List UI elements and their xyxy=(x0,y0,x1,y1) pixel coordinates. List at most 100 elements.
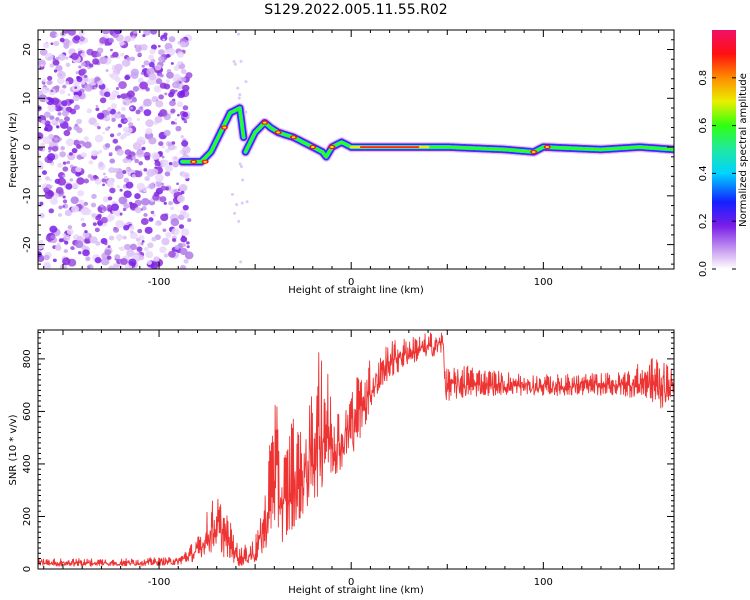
noise-blob xyxy=(181,117,185,121)
noise-blob xyxy=(155,99,159,102)
noise-blob xyxy=(154,223,158,226)
noise-blob xyxy=(114,63,123,72)
noise-blob xyxy=(41,170,48,175)
x-tick-label: -100 xyxy=(148,577,171,588)
noise-blob xyxy=(140,71,144,75)
noise-blob xyxy=(141,146,146,151)
noise-blob xyxy=(56,125,60,129)
noise-blob xyxy=(45,99,49,103)
noise-blob xyxy=(62,161,67,165)
noise-blob xyxy=(128,122,134,127)
noise-blob xyxy=(135,44,140,49)
noise-blob xyxy=(94,76,101,82)
noise-blob xyxy=(57,70,66,79)
noise-blob xyxy=(161,159,169,166)
noise-blob xyxy=(244,80,248,84)
colorbar-ticks: 0.0 0.2 0.4 0.6 0.8 xyxy=(698,70,736,277)
noise-blob xyxy=(159,246,167,253)
y-tick-label: 0 xyxy=(22,144,33,150)
noise-blob xyxy=(165,165,173,173)
noise-blob xyxy=(180,190,185,195)
noise-blob xyxy=(99,37,107,44)
noise-blob xyxy=(94,227,100,233)
noise-blob xyxy=(64,209,72,217)
noise-blob xyxy=(86,108,93,114)
noise-blob xyxy=(55,33,59,37)
noise-blob xyxy=(132,85,140,92)
noise-blob xyxy=(165,53,171,58)
noise-blob xyxy=(75,166,82,173)
noise-blob xyxy=(181,140,189,147)
noise-blob xyxy=(75,71,79,75)
noise-blob xyxy=(129,230,134,234)
noise-blob xyxy=(48,150,51,153)
snr-panel: -100 0 100 0 200 400 600 800 Height of straight… xyxy=(8,329,675,596)
ridge-hotspot xyxy=(222,126,227,129)
noise-blob xyxy=(95,215,102,221)
noise-blob xyxy=(122,207,127,212)
noise-blob xyxy=(174,118,178,121)
noise-blob xyxy=(92,58,100,65)
noise-blob xyxy=(83,136,89,141)
noise-blob xyxy=(171,141,176,145)
noise-blob xyxy=(129,201,133,205)
noise-blob xyxy=(120,93,126,99)
noise-blob xyxy=(101,30,110,35)
noise-blob xyxy=(44,191,53,200)
noise-blob xyxy=(136,118,140,121)
spectrogram-content xyxy=(38,30,674,269)
colorbar-label: Normalized spectral amplitude xyxy=(738,73,749,227)
noise-blob xyxy=(122,157,129,164)
noise-blob xyxy=(55,56,60,61)
noise-blob xyxy=(69,178,74,182)
noise-blob xyxy=(91,193,97,200)
noise-blob xyxy=(180,228,190,237)
noise-blob xyxy=(43,111,51,118)
noise-blob xyxy=(152,213,156,217)
noise-blob xyxy=(104,249,112,256)
noise-blob xyxy=(96,112,105,120)
noise-blob xyxy=(52,258,57,263)
noise-blob xyxy=(118,40,125,46)
noise-blob xyxy=(97,125,101,130)
noise-blob xyxy=(170,218,180,227)
noise-blob xyxy=(115,220,125,228)
noise-blob xyxy=(123,177,130,183)
x-tick-label: -100 xyxy=(148,277,171,288)
noise-blob xyxy=(112,138,119,144)
noise-blob xyxy=(70,246,75,251)
noise-blob xyxy=(100,216,108,224)
noise-blob xyxy=(81,222,87,228)
noise-blob xyxy=(104,43,108,46)
noise-blob xyxy=(160,213,169,222)
noise-blob xyxy=(62,166,69,172)
noise-blob xyxy=(131,37,135,41)
noise-blob xyxy=(127,159,132,164)
noise-blob xyxy=(161,237,170,246)
y-tick-label: -20 xyxy=(22,236,33,252)
noise-blob xyxy=(143,30,151,36)
noise-blob xyxy=(71,205,80,213)
noise-blob xyxy=(42,136,51,144)
snr-frame xyxy=(37,329,675,570)
noise-blob xyxy=(109,214,115,220)
noise-blob xyxy=(166,47,176,56)
noise-blob xyxy=(105,127,110,131)
noise-blob xyxy=(163,129,171,137)
noise-blob xyxy=(174,245,180,250)
noise-blob xyxy=(161,182,164,186)
noise-blob xyxy=(62,174,66,178)
noise-blob xyxy=(168,250,176,258)
noise-blob xyxy=(186,245,190,249)
noise-blob xyxy=(67,30,76,36)
noise-blob xyxy=(239,165,243,169)
noise-blob xyxy=(106,115,111,119)
noise-blob xyxy=(129,232,138,240)
noise-blob xyxy=(239,59,243,63)
noise-blob xyxy=(57,112,62,116)
noise-blob xyxy=(168,200,173,206)
noise-blob xyxy=(183,119,188,124)
noise-blob xyxy=(53,40,60,47)
noise-blob xyxy=(64,240,69,245)
noise-blob xyxy=(62,205,66,208)
